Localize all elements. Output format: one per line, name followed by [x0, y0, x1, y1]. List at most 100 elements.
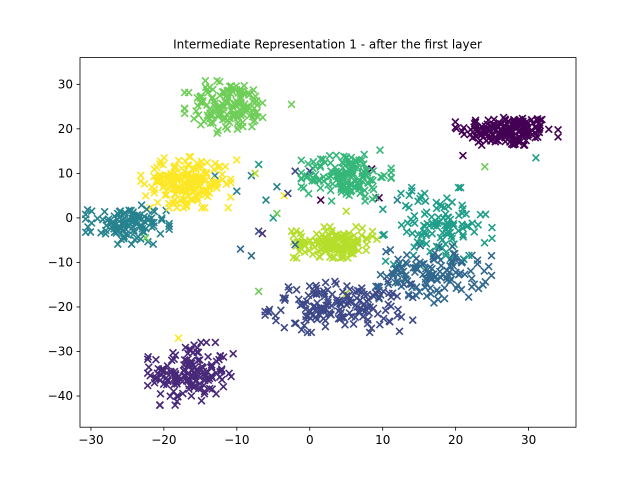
scatter-point — [414, 230, 423, 239]
scatter-point — [312, 281, 320, 290]
scatter-point — [280, 323, 289, 332]
scatter-point — [534, 125, 543, 134]
scatter-point — [127, 240, 136, 249]
scatter-point — [178, 389, 187, 398]
scatter-point — [144, 363, 153, 372]
scatter-point — [528, 119, 537, 128]
scatter-point — [373, 309, 382, 318]
scatter-point — [531, 153, 540, 162]
scatter-point — [360, 150, 369, 159]
scatter-point — [351, 156, 360, 165]
scatter-point — [394, 278, 403, 287]
scatter-point — [226, 178, 235, 187]
scatter-point — [309, 157, 318, 166]
scatter-point — [484, 134, 493, 143]
scatter-point — [200, 203, 209, 212]
scatter-point — [362, 166, 371, 175]
scatter-point — [329, 236, 338, 245]
scatter-point — [300, 321, 309, 330]
y-tick-label: −40 — [48, 389, 73, 403]
scatter-point — [420, 259, 428, 268]
scatter-point — [394, 305, 403, 314]
scatter-point — [458, 151, 467, 160]
scatter-point — [202, 338, 211, 347]
scatter-point — [227, 81, 236, 90]
scatter-point — [211, 102, 220, 111]
scatter-point — [355, 177, 364, 186]
scatter-point — [218, 170, 227, 179]
scatter-point — [401, 201, 410, 210]
scatter-point — [156, 159, 164, 168]
x-tick-label: 10 — [375, 433, 390, 447]
scatter-point — [378, 205, 387, 214]
scatter-point — [340, 246, 349, 255]
scatter-point — [387, 168, 396, 177]
scatter-point — [444, 202, 453, 211]
scatter-point — [247, 171, 256, 180]
scatter-point — [201, 76, 210, 85]
scatter-point — [197, 396, 206, 405]
scatter-point — [197, 203, 206, 212]
scatter-point — [192, 366, 201, 375]
scatter-point — [232, 156, 241, 164]
scatter-point — [171, 162, 180, 171]
scatter-point — [389, 270, 398, 279]
scatter-point — [395, 259, 404, 268]
scatter-point — [363, 235, 372, 244]
x-axis: −30 −20 −10 0 10 20 30 — [78, 427, 536, 447]
scatter-point — [339, 313, 348, 322]
scatter-point — [247, 122, 256, 131]
scatter-point — [178, 377, 187, 386]
scatter-point — [401, 271, 410, 280]
scatter-point — [382, 247, 390, 256]
scatter-point — [537, 115, 546, 124]
scatter-point — [367, 324, 376, 333]
scatter-point — [459, 230, 467, 239]
scatter-point — [481, 277, 490, 286]
scatter-point — [428, 270, 437, 279]
y-tick-label: −30 — [48, 345, 73, 359]
scatter-point — [363, 315, 372, 324]
scatter-point — [311, 162, 320, 171]
scatter-point — [191, 377, 200, 386]
scatter-point — [304, 189, 313, 198]
scatter-point — [188, 187, 197, 196]
scatter-point — [414, 197, 423, 206]
scatter-point — [441, 251, 450, 260]
scatter-point — [385, 317, 394, 326]
scatter-point — [426, 247, 435, 256]
scatter-point — [467, 274, 476, 283]
scatter-point — [531, 123, 540, 132]
scatter-point — [287, 100, 296, 109]
scatter-point — [171, 351, 180, 360]
scatter-point — [501, 116, 510, 125]
scatter-point — [432, 242, 441, 251]
scatter-point — [165, 222, 174, 231]
scatter-point — [130, 215, 139, 224]
scatter-point — [226, 193, 235, 201]
scatter-point — [207, 360, 216, 369]
scatter-point — [376, 270, 385, 279]
scatter-point — [432, 204, 441, 213]
y-axis: −40 −30 −20 −10 0 10 20 30 — [48, 78, 80, 403]
scatter-point — [98, 215, 107, 224]
scatter-point — [86, 228, 95, 236]
scatter-point — [374, 293, 383, 302]
scatter-point — [433, 219, 442, 228]
scatter-point — [351, 238, 360, 247]
scatter-point — [102, 221, 111, 230]
scatter-point — [345, 295, 354, 304]
scatter-point — [321, 278, 330, 287]
scatter-point — [392, 265, 401, 274]
scatter-point — [469, 133, 478, 142]
scatter-point — [197, 362, 206, 371]
scatter-point — [428, 229, 437, 238]
scatter-point — [141, 224, 150, 233]
scatter-point — [143, 369, 152, 378]
scatter-point — [212, 180, 220, 189]
scatter-point — [330, 252, 339, 261]
scatter-point — [351, 287, 360, 296]
scatter-point — [399, 267, 408, 276]
scatter-point — [522, 136, 531, 145]
scatter-point — [347, 249, 355, 258]
